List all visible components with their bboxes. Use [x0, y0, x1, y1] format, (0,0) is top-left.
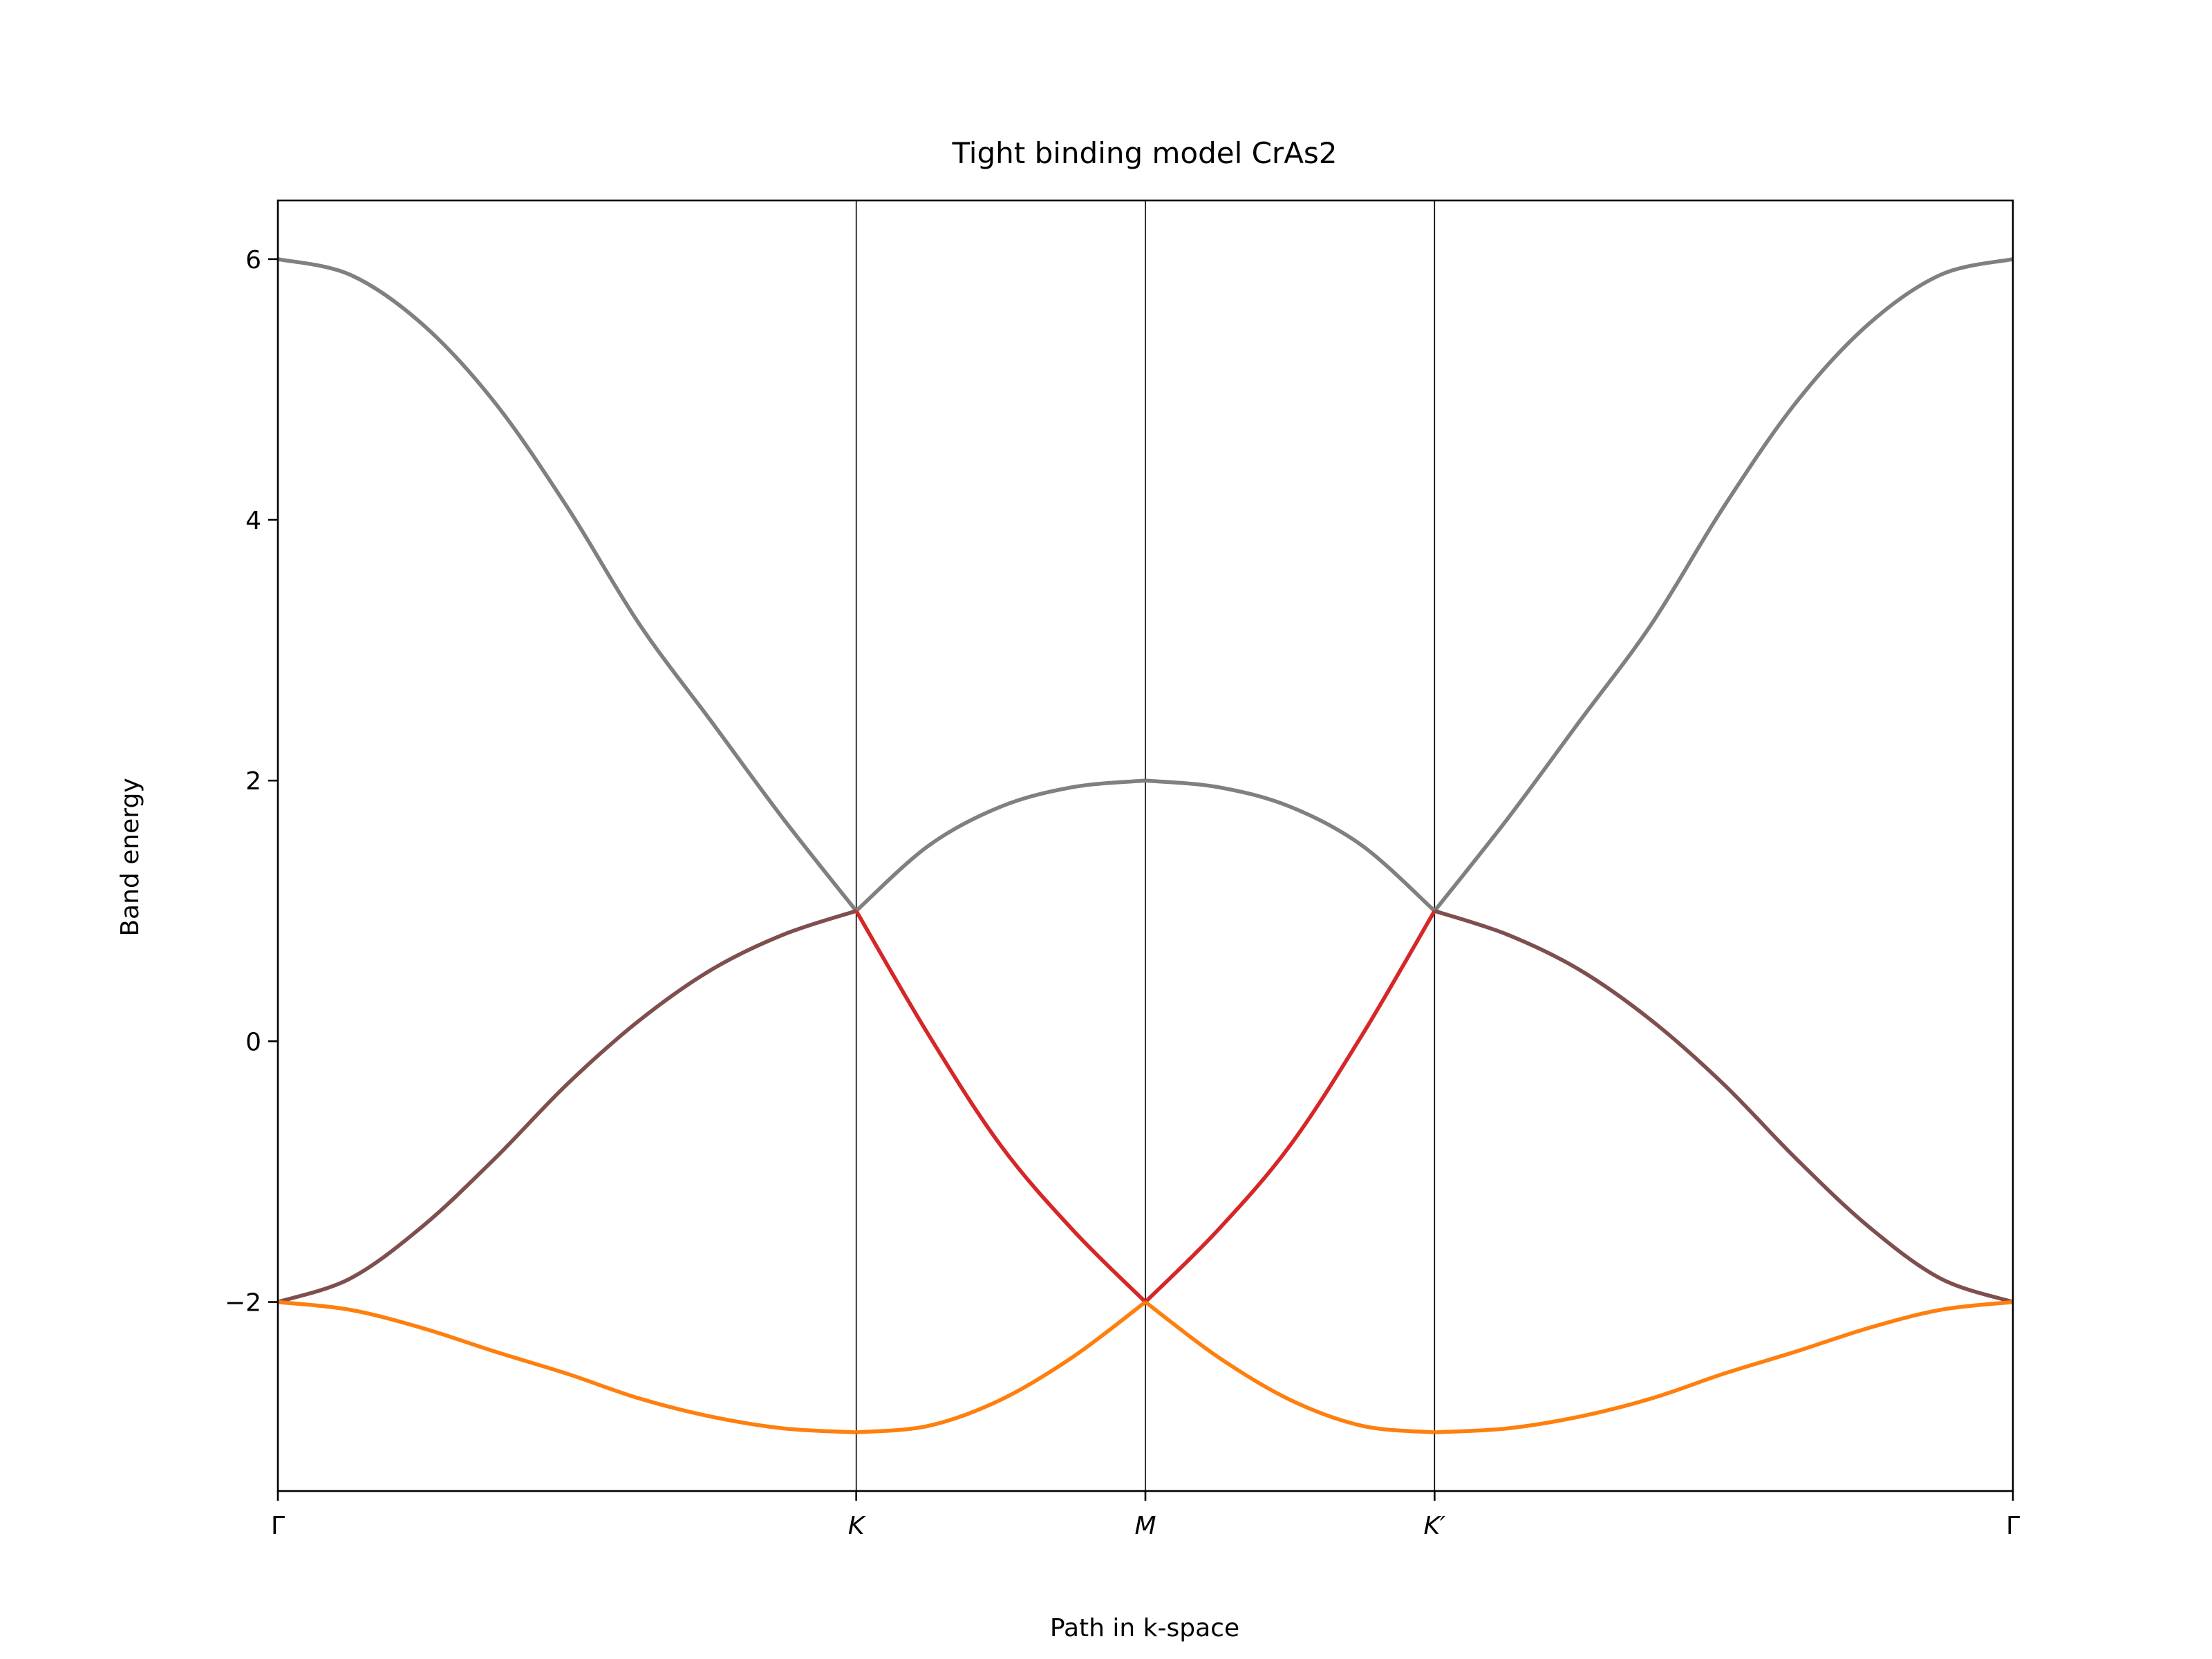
band-series	[277, 1300, 2014, 1434]
band-line	[1145, 778, 1436, 912]
high-symmetry-lines	[855, 200, 1436, 1491]
chart-title: Tight binding model CrAs2	[951, 136, 1337, 170]
band-line	[277, 1300, 856, 1434]
band-series	[277, 257, 2014, 912]
y-axis-ticks: −2 0 2 4 6	[225, 246, 278, 1318]
band-line	[1144, 1300, 1435, 1434]
band-line	[854, 778, 1146, 912]
band-line	[1434, 1300, 2014, 1434]
y-tick-label: 4	[245, 507, 261, 535]
x-axis-ticks: Γ K M K′ Γ	[271, 1491, 2020, 1540]
x-axis-label: Path in k-space	[1050, 1614, 1239, 1642]
band-line	[1433, 257, 2014, 912]
y-tick-label: 0	[245, 1028, 261, 1056]
band-line	[854, 910, 1147, 1304]
x-tick-label: K	[848, 1512, 866, 1540]
x-tick-label: Γ	[2006, 1512, 2020, 1540]
y-tick-label: 2	[245, 767, 261, 796]
x-tick-label: Γ	[271, 1512, 285, 1540]
band-line	[1144, 910, 1436, 1304]
band-line	[277, 909, 857, 1304]
bands	[277, 257, 2014, 1434]
band-line	[1434, 909, 2014, 1304]
x-tick-label: M	[1134, 1512, 1156, 1540]
band-series	[277, 909, 2014, 1304]
y-tick-label: −2	[225, 1289, 261, 1318]
y-tick-label: 6	[245, 246, 261, 274]
x-tick-label: K′	[1423, 1512, 1445, 1540]
y-axis-label: Band energy	[116, 778, 144, 936]
band-line	[856, 1300, 1147, 1434]
band-line	[277, 257, 858, 912]
